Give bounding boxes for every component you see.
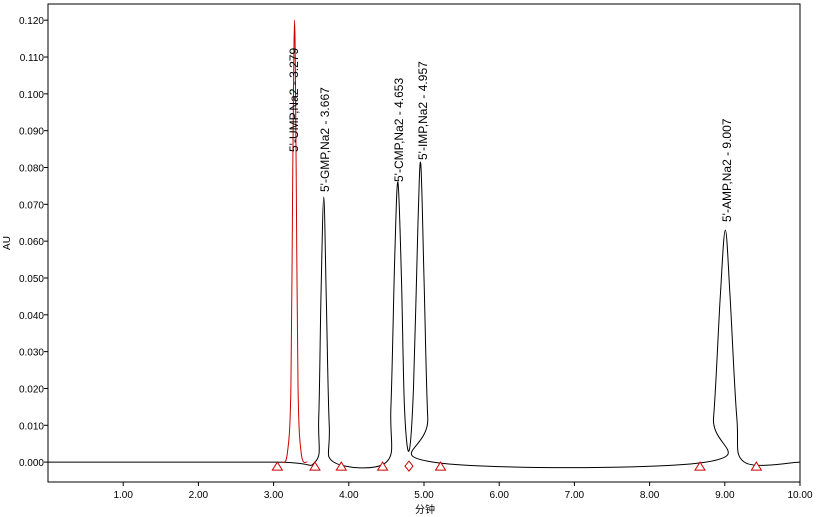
x-axis-label: 分钟 — [415, 503, 435, 516]
x-tick-label: 2.00 — [189, 490, 209, 501]
x-tick-label: 5.00 — [414, 490, 434, 501]
peak-label: 5'-AMP,Na2 - 9.007 — [720, 118, 734, 222]
trace — [280, 19, 308, 464]
x-tick-label: 8.00 — [640, 490, 660, 501]
y-tick-label: 0.060 — [19, 237, 44, 248]
x-tick-label: 9.00 — [715, 490, 735, 501]
baseline-marker — [309, 461, 321, 471]
y-tick-label: 0.080 — [19, 164, 44, 175]
y-tick-label: 0.030 — [19, 348, 44, 359]
peak-label: 5'-CMP,Na2 - 4.653 — [392, 78, 406, 182]
baseline-marker — [750, 461, 763, 471]
x-tick-label: 4.00 — [339, 490, 359, 501]
x-tick-label: 1.00 — [113, 490, 133, 501]
peak-label: 5'-IMP,Na2 - 4.957 — [416, 61, 430, 160]
y-tick-label: 0.090 — [19, 127, 44, 138]
y-tick-label: 0.040 — [19, 311, 44, 322]
y-tick-label: 0.070 — [19, 200, 44, 211]
peak-label: 5'-GMP,Na2 - 3.667 — [318, 87, 332, 192]
trace — [48, 161, 801, 469]
baseline-marker — [694, 461, 706, 471]
y-tick-label: 0.050 — [19, 274, 44, 285]
y-axis-label: AU — [2, 236, 13, 250]
baseline-marker — [335, 461, 348, 471]
y-tick-label: 0.100 — [19, 90, 44, 101]
x-tick-label: 3.00 — [264, 490, 284, 501]
baseline-marker — [434, 461, 447, 471]
y-tick-label: 0.110 — [20, 53, 45, 64]
y-tick-label: 0.020 — [19, 384, 44, 395]
baseline-marker — [271, 461, 284, 471]
y-tick-label: 0.000 — [19, 458, 44, 469]
y-tick-label: 0.010 — [19, 421, 44, 432]
peak-label: 5'-UMP,Na2 - 3.279 — [287, 48, 301, 152]
baseline-marker — [404, 460, 414, 472]
x-tick-label: 10.00 — [787, 490, 812, 501]
x-tick-label: 6.00 — [489, 490, 509, 501]
x-tick-label: 7.00 — [565, 490, 585, 501]
baseline-marker — [376, 461, 389, 471]
y-tick-label: 0.120 — [19, 16, 44, 27]
